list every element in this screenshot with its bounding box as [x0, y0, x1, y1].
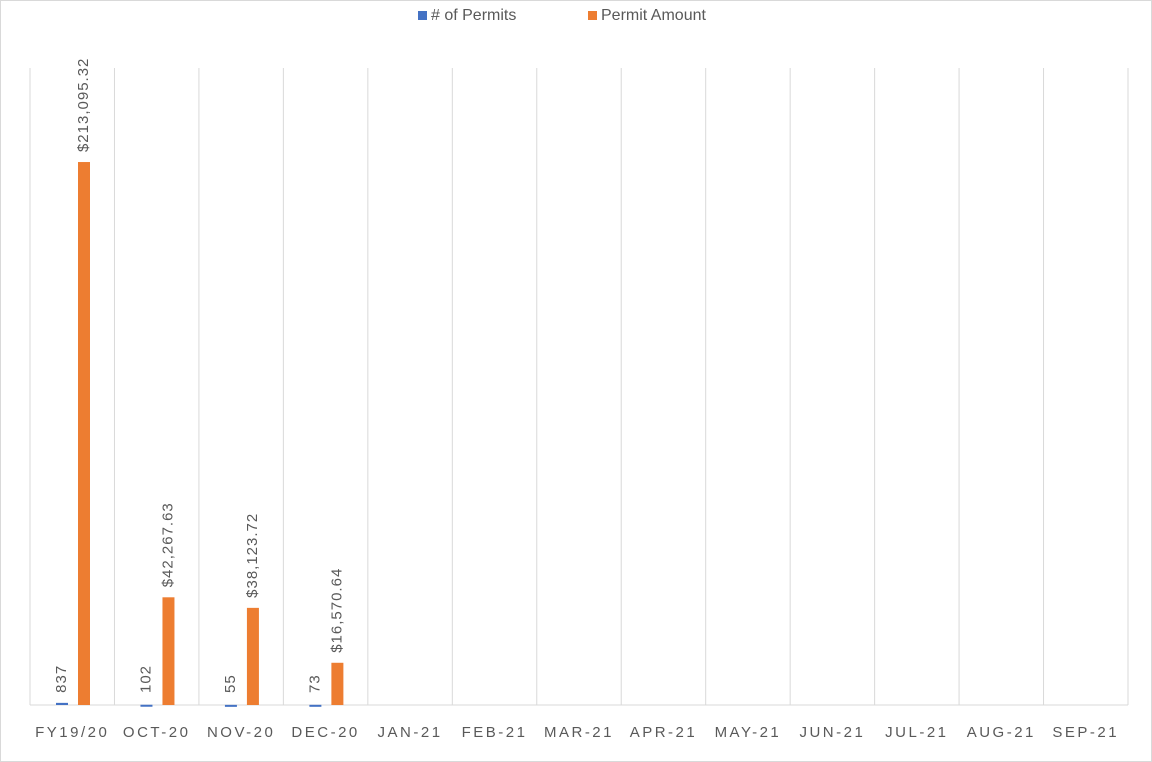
data-label: $16,570.64 — [328, 568, 345, 653]
bar — [162, 597, 175, 705]
data-label: $213,095.32 — [75, 58, 92, 152]
bar — [78, 162, 90, 705]
x-tick-label: OCT-20 — [123, 724, 191, 741]
x-tick-label: MAR-21 — [544, 724, 614, 741]
bar — [246, 607, 259, 705]
x-tick-label: DEC-20 — [291, 724, 359, 741]
x-tick-label: MAY-21 — [715, 724, 782, 741]
data-label: 55 — [222, 674, 239, 693]
bar — [56, 702, 68, 705]
x-tick-label: NOV-20 — [207, 724, 275, 741]
bar — [309, 704, 322, 707]
data-label: $42,267.63 — [159, 502, 176, 587]
x-tick-label: JUN-21 — [799, 724, 865, 741]
data-label: 102 — [137, 665, 154, 693]
bar — [140, 704, 153, 707]
legend-label: # of Permits — [431, 7, 516, 24]
legend-swatch — [418, 11, 427, 20]
x-tick-label: JAN-21 — [378, 724, 443, 741]
x-tick-label: FY19/20 — [35, 724, 109, 741]
data-label: $38,123.72 — [244, 513, 261, 598]
bar — [331, 662, 344, 705]
x-tick-label: AUG-21 — [967, 724, 1036, 741]
data-label: 837 — [53, 665, 70, 693]
x-tick-label: APR-21 — [630, 724, 698, 741]
data-label: 73 — [306, 674, 323, 693]
legend-swatch — [588, 11, 597, 20]
x-tick-label: SEP-21 — [1052, 724, 1119, 741]
x-tick-label: FEB-21 — [462, 724, 528, 741]
bar — [224, 704, 237, 707]
x-tick-label: JUL-21 — [885, 724, 948, 741]
legend-label: Permit Amount — [601, 7, 706, 24]
